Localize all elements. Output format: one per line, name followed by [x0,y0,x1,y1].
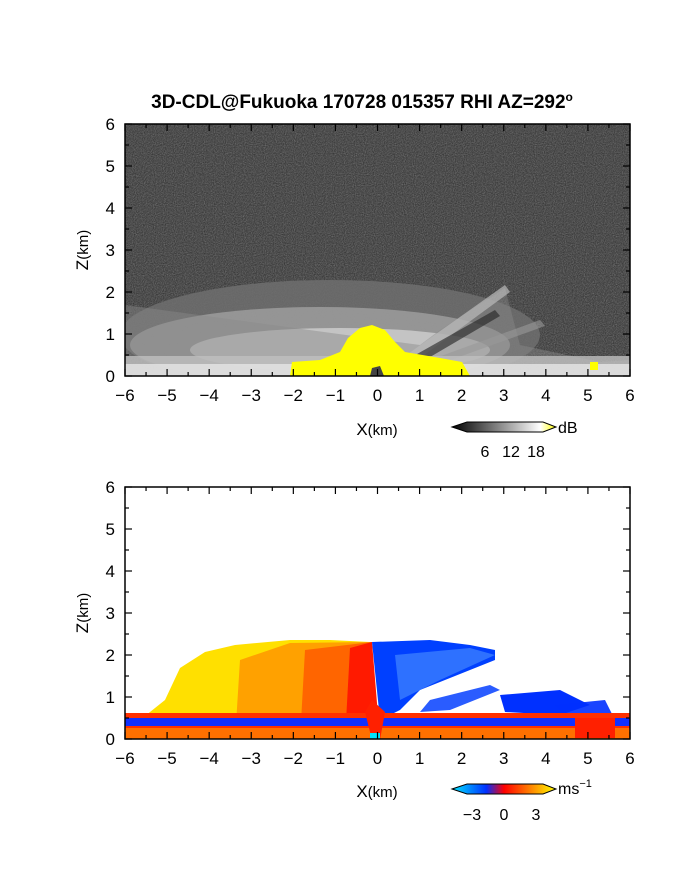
figure-title: 3D-CDL@Fukuoka 170728 015357 RHI AZ=292o [151,90,573,113]
x-tick-label: 4 [541,386,550,405]
x-tick-label: −5 [157,749,176,768]
colorbar-unit: dB [558,420,578,437]
y-tick-label: 2 [106,283,115,302]
x-tick-label: 5 [583,749,592,768]
tick-marks [124,123,631,377]
x-tick-label: 2 [457,386,466,405]
x-tick-label: −6 [115,749,134,768]
x-axis-label: X(km) [356,782,397,801]
backscatter-field [125,124,630,376]
x-axis-label: X(km) [356,420,397,439]
y-tick-label: 6 [106,115,115,134]
y-tick-label: 2 [106,646,115,665]
y-tick-label: 3 [106,604,115,623]
y-tick-labels: 0 1 2 3 4 5 6 [106,115,115,386]
x-tick-label: 1 [415,749,424,768]
x-tick-label: 0 [373,386,382,405]
x-tick-label: 6 [625,386,634,405]
colorbar-tick-label: −3 [463,807,481,824]
x-tick-label: −3 [242,749,261,768]
colorbar-tick-label: 18 [527,444,545,461]
x-tick-label: 3 [499,386,508,405]
x-tick-label: 6 [625,749,634,768]
x-tick-label: −4 [199,386,218,405]
x-tick-label: −3 [242,386,261,405]
x-tick-label: 5 [583,386,592,405]
y-tick-label: 1 [106,325,115,344]
x-tick-label: 0 [373,749,382,768]
x-tick-label: 4 [541,749,550,768]
x-tick-labels: −6 −5 −4 −3 −2 −1 0 1 2 3 4 5 6 [115,386,634,405]
y-tick-label: 5 [106,520,115,539]
y-axis-label: Z(km) [73,593,92,633]
y-tick-label: 4 [106,199,115,218]
y-tick-label: 0 [106,730,115,749]
velocity-field [125,487,630,739]
x-tick-label: 1 [415,386,424,405]
colorbar-tick-label: 6 [481,444,490,461]
colorbar: ms−1 −3 0 3 [450,778,592,824]
x-tick-label: −1 [326,386,345,405]
colorbar-tick-label: 12 [502,444,520,461]
x-tick-label: −6 [115,386,134,405]
colorbar-tick-label: 3 [532,807,541,824]
x-tick-label: −5 [157,386,176,405]
colorbar: dB 6 12 18 [450,420,578,461]
x-tick-label: 2 [457,749,466,768]
x-tick-label: −1 [326,749,345,768]
y-tick-label: 3 [106,241,115,260]
x-tick-label: 3 [499,749,508,768]
colorbar-tick-label: 0 [500,807,509,824]
y-axis-label: Z(km) [73,230,92,270]
y-tick-label: 5 [106,157,115,176]
colorbar-unit: ms−1 [558,778,592,798]
x-tick-label: −4 [199,749,218,768]
y-tick-labels: 0 1 2 3 4 5 6 [106,478,115,749]
y-tick-label: 4 [106,562,115,581]
x-tick-labels: −6 −5 −4 −3 −2 −1 0 1 2 3 4 5 6 [115,749,634,768]
tick-marks [124,486,631,740]
x-tick-label: −2 [284,749,303,768]
y-tick-label: 6 [106,478,115,497]
y-tick-label: 0 [106,367,115,386]
y-tick-label: 1 [106,688,115,707]
x-tick-label: −2 [284,386,303,405]
